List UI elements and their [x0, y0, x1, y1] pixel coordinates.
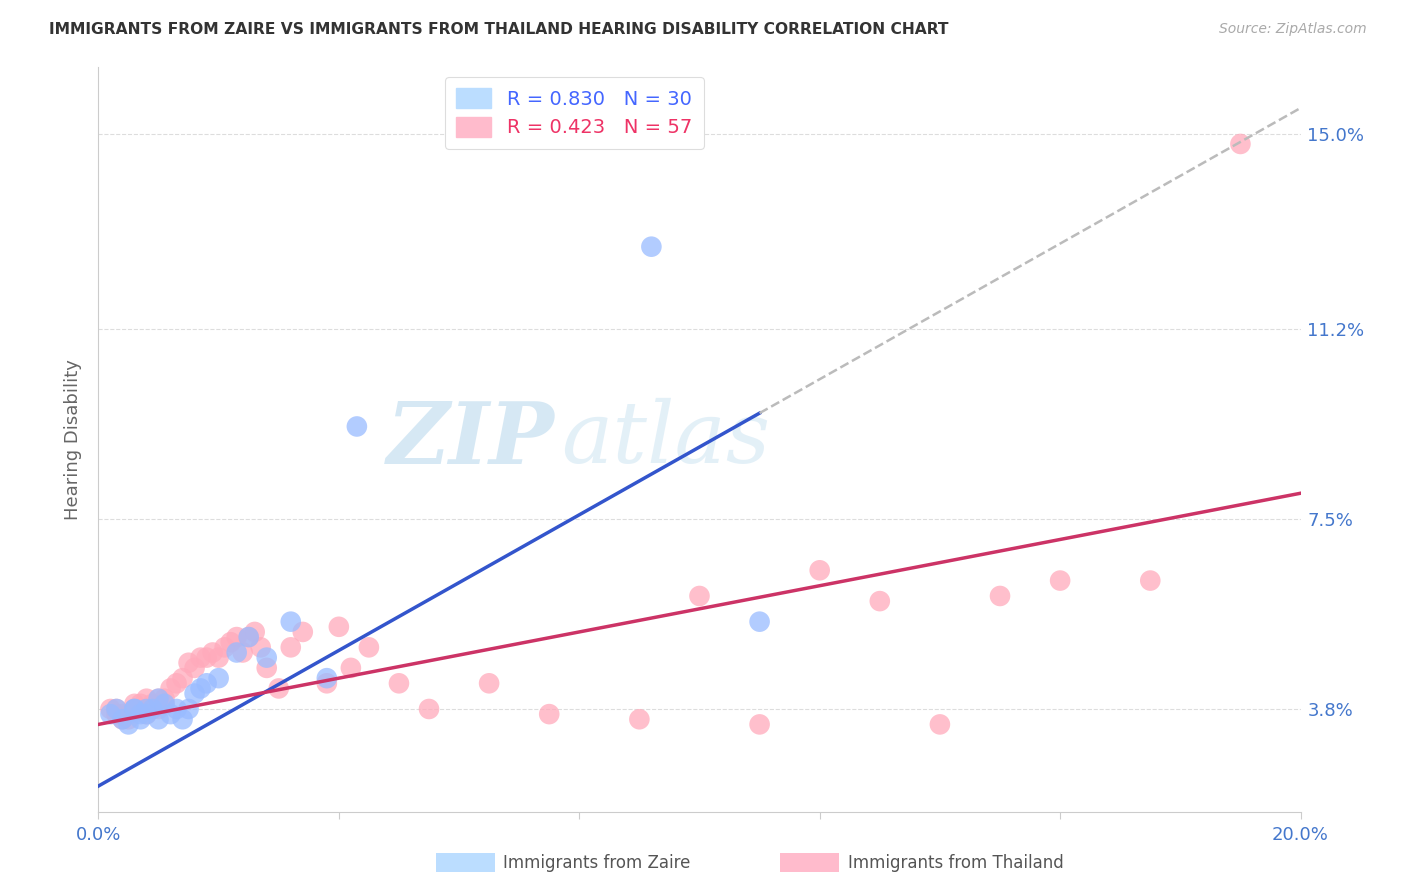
Point [148, 691, 170, 706]
Text: Source: ZipAtlas.com: Source: ZipAtlas.com [1219, 22, 1367, 37]
Point [808, 563, 831, 577]
Point [628, 712, 651, 726]
Point [148, 691, 170, 706]
Point [195, 676, 218, 690]
Point [129, 712, 152, 726]
Point [100, 707, 122, 722]
Point [225, 645, 247, 659]
Point [478, 676, 501, 690]
Point [135, 702, 157, 716]
Point [177, 702, 200, 716]
Point [105, 707, 128, 722]
Point [340, 661, 363, 675]
Point [153, 697, 176, 711]
Text: ZIP: ZIP [388, 398, 555, 481]
Point [929, 717, 952, 731]
Text: Immigrants from Zaire: Immigrants from Zaire [503, 854, 690, 871]
Point [124, 702, 146, 716]
Point [111, 707, 134, 722]
Point [256, 661, 278, 675]
Point [141, 702, 163, 716]
Point [280, 640, 302, 655]
Point [357, 640, 380, 655]
Point [117, 712, 139, 726]
Point [124, 702, 146, 716]
Point [159, 707, 181, 722]
Text: Immigrants from Thailand: Immigrants from Thailand [848, 854, 1063, 871]
Point [124, 697, 146, 711]
Point [100, 702, 122, 716]
Point [153, 697, 176, 711]
Point [1229, 136, 1251, 151]
Point [640, 240, 662, 254]
Point [388, 676, 411, 690]
Point [153, 691, 176, 706]
Text: atlas: atlas [561, 398, 770, 481]
Point [141, 697, 163, 711]
Point [689, 589, 711, 603]
Point [538, 707, 561, 722]
Point [166, 702, 188, 716]
Point [201, 645, 224, 659]
Point [988, 589, 1011, 603]
Point [183, 687, 205, 701]
Point [190, 681, 212, 696]
Point [177, 656, 200, 670]
Point [111, 712, 134, 726]
Point [243, 624, 266, 639]
Point [208, 650, 231, 665]
Point [291, 624, 314, 639]
Point [135, 707, 157, 722]
Point [111, 712, 134, 726]
Point [214, 640, 236, 655]
Point [869, 594, 891, 608]
Point [346, 419, 368, 434]
Legend: R = 0.830   N = 30, R = 0.423   N = 57: R = 0.830 N = 30, R = 0.423 N = 57 [444, 77, 704, 149]
Point [1139, 574, 1161, 588]
Point [190, 650, 212, 665]
Point [280, 615, 302, 629]
Point [172, 671, 194, 685]
Point [328, 620, 350, 634]
Point [183, 661, 205, 675]
Point [159, 681, 181, 696]
Point [267, 681, 290, 696]
Point [148, 712, 170, 726]
Point [141, 702, 163, 716]
Point [117, 717, 139, 731]
Point [129, 697, 152, 711]
Point [249, 640, 271, 655]
Point [105, 702, 128, 716]
Point [418, 702, 440, 716]
Point [124, 702, 146, 716]
Point [748, 717, 770, 731]
Point [195, 650, 218, 665]
Point [135, 707, 157, 722]
Point [129, 702, 152, 716]
Point [129, 707, 152, 722]
Point [117, 707, 139, 722]
Point [105, 702, 128, 716]
Y-axis label: Hearing Disability: Hearing Disability [63, 359, 82, 520]
Point [315, 671, 337, 685]
Point [238, 630, 260, 644]
Point [166, 676, 188, 690]
Point [208, 671, 231, 685]
Text: IMMIGRANTS FROM ZAIRE VS IMMIGRANTS FROM THAILAND HEARING DISABILITY CORRELATION: IMMIGRANTS FROM ZAIRE VS IMMIGRANTS FROM… [49, 22, 949, 37]
Point [315, 676, 337, 690]
Point [135, 691, 157, 706]
Point [219, 635, 242, 649]
Point [232, 645, 254, 659]
Point [256, 650, 278, 665]
Point [225, 630, 247, 644]
Point [148, 702, 170, 716]
Point [172, 712, 194, 726]
Point [238, 630, 260, 644]
Point [1049, 574, 1071, 588]
Point [748, 615, 770, 629]
